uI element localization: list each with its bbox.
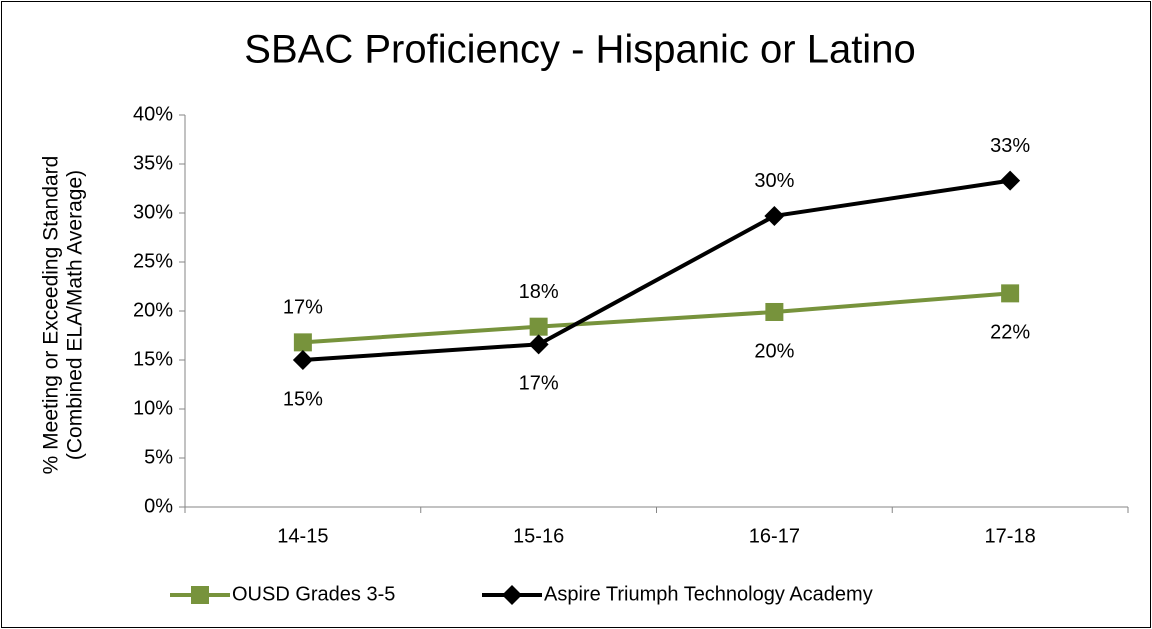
marker: [528, 334, 549, 355]
data-label: 30%: [754, 170, 794, 192]
data-label: 20%: [754, 340, 794, 362]
y-tick-label: 5%: [144, 446, 173, 468]
marker: [764, 205, 785, 226]
chart-title: SBAC Proficiency - Hispanic or Latino: [244, 28, 915, 72]
legend-marker: [502, 585, 522, 605]
y-axis-label: % Meeting or Exceeding Standard (Combine…: [40, 156, 87, 475]
marker: [292, 350, 313, 370]
y-axis-label-line: (Combined ELA/Math Average): [64, 170, 87, 460]
data-label: 33%: [990, 135, 1030, 157]
marker: [1000, 170, 1021, 191]
data-label: 17%: [519, 373, 559, 395]
data-label: 22%: [990, 322, 1030, 344]
y-tick-label: 10%: [133, 397, 173, 419]
legend-label: OUSD Grades 3-5: [232, 583, 395, 605]
y-tick-label: 25%: [133, 250, 173, 272]
legend-marker: [191, 586, 209, 604]
marker: [765, 302, 784, 321]
marker: [1001, 284, 1020, 303]
x-tick-label: 15-16: [513, 525, 564, 547]
x-tick-label: 17-18: [985, 525, 1036, 547]
series-line: [302, 291, 1011, 345]
marker: [529, 317, 548, 336]
y-tick-label: 15%: [133, 348, 173, 370]
series-line: [302, 178, 1011, 362]
y-tick-label: 30%: [133, 201, 173, 223]
y-tick-label: 40%: [133, 103, 173, 125]
y-tick-label: 20%: [133, 299, 173, 321]
x-tick-label: 16-17: [749, 525, 800, 547]
y-tick-label: 0%: [144, 495, 173, 517]
data-label: 18%: [519, 281, 559, 303]
data-label: 17%: [283, 297, 323, 319]
marker: [293, 333, 312, 352]
x-tick-label: 14-15: [277, 525, 328, 547]
legend-label: Aspire Triumph Technology Academy: [544, 583, 873, 605]
y-axis-label-line: % Meeting or Exceeding Standard: [40, 156, 63, 475]
y-tick-label: 35%: [133, 152, 173, 174]
data-label: 15%: [283, 388, 323, 410]
